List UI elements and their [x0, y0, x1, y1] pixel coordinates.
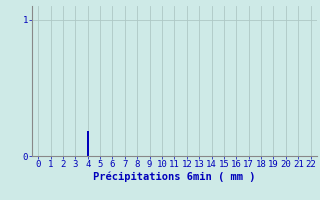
- X-axis label: Précipitations 6min ( mm ): Précipitations 6min ( mm ): [93, 172, 256, 182]
- Bar: [87, 131, 89, 156]
